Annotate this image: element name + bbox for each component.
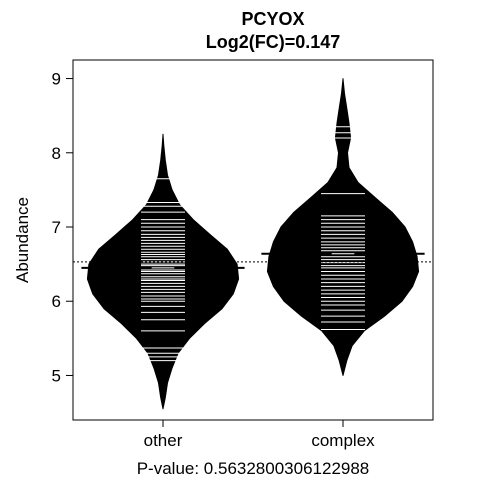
observation-lines-layer [141,126,365,362]
plot-frame [72,59,434,421]
chart-subtitle: Log2(FC)=0.147 [206,32,341,52]
y-tick-label: 6 [52,292,61,311]
chart-title: PCYOX [241,9,304,29]
x-tick-label-other: other [144,431,183,450]
y-axis: 5 6 7 8 9 [52,70,73,385]
y-axis-label: Abundance [13,197,32,283]
x-tick-label-complex: complex [311,431,375,450]
p-value-label: P-value: 0.5632800306122988 [137,459,370,478]
y-tick-label: 8 [52,144,61,163]
group-means-layer [81,252,425,269]
beans-layer [86,78,420,410]
x-axis: other complex [144,420,375,450]
y-tick-label: 9 [52,70,61,89]
y-tick-label: 7 [52,218,61,237]
y-tick-label: 5 [52,366,61,385]
